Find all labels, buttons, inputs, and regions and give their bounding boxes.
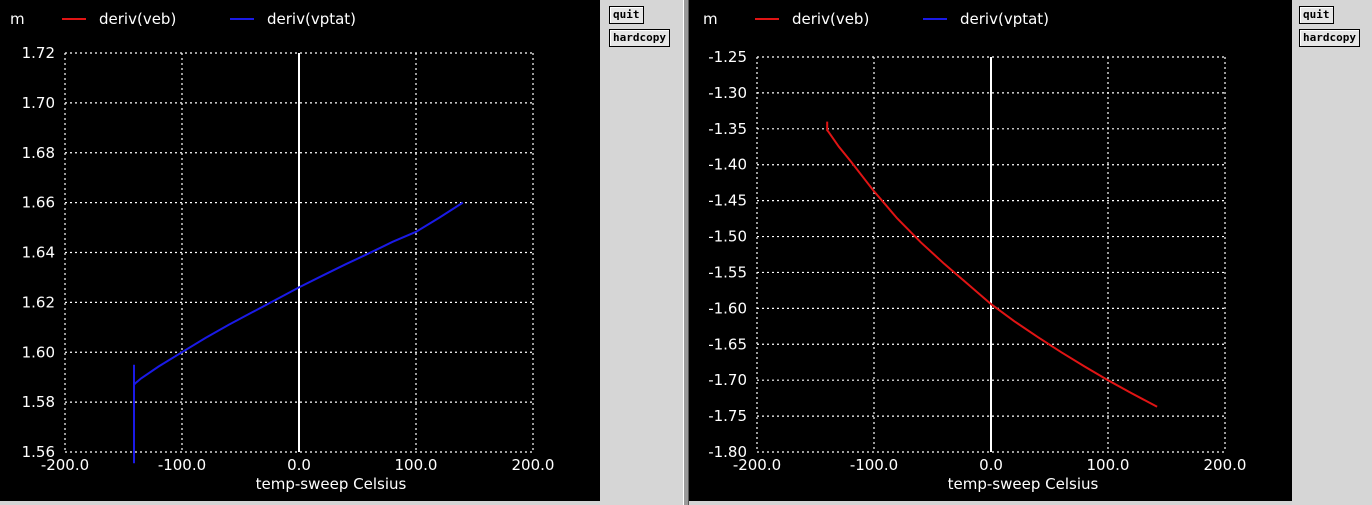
y-tick-label: -1.60 [708, 299, 747, 317]
y-tick-label: 1.68 [22, 144, 55, 162]
right-plot-window: -1.25 -1.30 -1.35 -1.40 -1.45 -1.50 -1.55 -1.60… [689, 0, 1292, 501]
quit-button-right[interactable]: quit [1299, 6, 1334, 24]
legend-label: deriv(vptat) [267, 10, 356, 28]
y-tick-label: 1.70 [22, 94, 55, 112]
y-tick-label: 1.60 [22, 343, 55, 361]
hardcopy-button-right[interactable]: hardcopy [1299, 29, 1360, 47]
x-tick-label: -100.0 [850, 456, 898, 474]
y-tick-label: -1.80 [708, 443, 747, 461]
y-tick-label: -1.50 [708, 228, 747, 246]
y-tick-label: 1.66 [22, 194, 55, 212]
x-axis-label: temp-sweep Celsius [948, 475, 1099, 493]
y-tick-label: -1.55 [708, 263, 747, 281]
y-tick-label: -1.75 [708, 407, 747, 425]
y-tick-label: 1.56 [22, 443, 55, 461]
y-tick-label: -1.65 [708, 335, 747, 353]
series-line-deriv-veb [826, 121, 1158, 408]
y-tick-label: -1.25 [708, 48, 747, 66]
x-tick-label: -200.0 [733, 456, 781, 474]
y-axis-label: m [10, 10, 25, 28]
x-tick-label: 200.0 [1204, 456, 1247, 474]
x-tick-label: 0.0 [979, 456, 1003, 474]
x-tick-label: 0.0 [287, 456, 311, 474]
x-tick-label: 100.0 [395, 456, 438, 474]
legend-label: deriv(veb) [99, 10, 176, 28]
x-axis-label: temp-sweep Celsius [256, 475, 407, 493]
hardcopy-button[interactable]: hardcopy [609, 29, 670, 47]
right-chart: -1.25 -1.30 -1.35 -1.40 -1.45 -1.50 -1.55 -1.60… [703, 10, 1247, 493]
right-button-panel: quit hardcopy [1292, 0, 1372, 505]
quit-button[interactable]: quit [609, 6, 644, 24]
y-tick-label: 1.58 [22, 393, 55, 411]
left-plot-window: 1.72 1.70 1.68 1.66 1.64 1.62 1.60 1.58 1.56 -200… [0, 0, 600, 501]
x-tick-label: -100.0 [158, 456, 206, 474]
left-chart: 1.72 1.70 1.68 1.66 1.64 1.62 1.60 1.58 1.56-200… [10, 10, 555, 493]
x-tick-label: 200.0 [512, 456, 555, 474]
legend-label: deriv(veb) [792, 10, 869, 28]
x-tick-label: 100.0 [1087, 456, 1130, 474]
y-tick-label: 1.72 [22, 44, 55, 62]
series-line-deriv-vptat [133, 201, 464, 464]
y-tick-label: -1.45 [708, 192, 747, 210]
y-tick-label: 1.62 [22, 293, 55, 311]
window-divider[interactable] [683, 0, 689, 505]
y-tick-label: 1.64 [22, 244, 55, 262]
y-tick-label: -1.35 [708, 120, 747, 138]
y-tick-label: -1.40 [708, 156, 747, 174]
y-tick-label: -1.70 [708, 371, 747, 389]
legend-label: deriv(vptat) [960, 10, 1049, 28]
x-tick-label: -200.0 [41, 456, 89, 474]
left-button-panel: quit hardcopy [600, 0, 683, 505]
y-tick-label: -1.30 [708, 84, 747, 102]
y-axis-label: m [703, 10, 718, 28]
